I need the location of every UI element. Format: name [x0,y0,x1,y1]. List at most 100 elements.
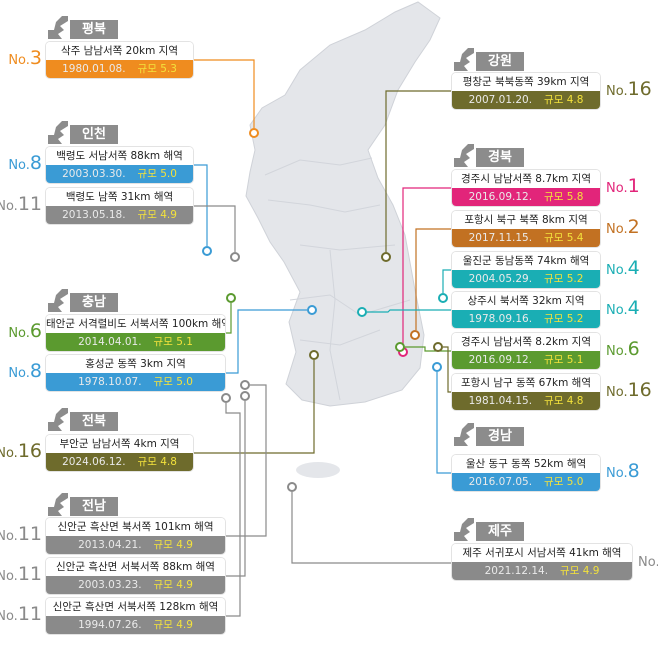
region-name: 경남 [476,427,524,446]
epicenter-marker [240,391,250,401]
jeju-island [296,462,340,478]
earthquake-crack-icon [48,408,68,431]
leader-line [415,228,452,330]
rank-number: 8 [29,152,42,174]
earthquake-crack-icon [48,121,68,144]
quake-date: 2016.07.05. [468,476,533,488]
rank-label: No.11 [0,564,42,587]
leader-line [225,303,232,334]
earthquake-card: 상주시 북서쪽 32km 지역 1978.09.16. 규모 5.2 [452,292,600,328]
rank-label: No.11 [0,604,42,627]
earthquake-card: 신안군 흑산면 서북서쪽 128km 해역 1994.07.26. 규모 4.9 [46,598,225,634]
earthquake-card: 부안군 남남서쪽 4km 지역 2024.06.12. 규모 4.8 [46,435,193,471]
region-name: 제주 [476,522,524,541]
rank-number: 8 [627,460,640,482]
region-name: 강원 [476,52,524,71]
earthquake-crack-icon [48,16,68,39]
rank-number: 11 [17,193,42,215]
quake-date: 2003.03.23. [78,579,142,591]
region-header-2: 충남 [46,289,118,312]
epicenter-marker [433,342,443,352]
date-magnitude-bar: 1980.01.08. 규모 5.3 [46,60,193,78]
region-header-8: 제주 [452,518,524,541]
quake-magnitude: 규모 4.8 [544,395,584,407]
date-magnitude-bar: 2007.01.20. 규모 4.8 [452,91,600,109]
date-magnitude-bar: 2014.04.01. 규모 5.1 [46,333,225,351]
epicenter-marker [438,293,448,303]
epicenter-marker [230,252,240,262]
epicenter-marker [432,362,442,372]
region-header-4: 전남 [46,493,118,516]
rank-prefix: No. [606,385,628,400]
leader-line [225,309,307,374]
leader-line [193,360,315,454]
rank-prefix: No. [606,303,628,318]
date-magnitude-bar: 2024.06.12. 규모 4.8 [46,453,193,471]
rank-prefix: No. [606,344,628,359]
leader-line [385,90,452,252]
quake-magnitude: 규모 5.0 [153,376,193,388]
quake-magnitude: 규모 4.9 [153,539,193,551]
epicenter-location: 백령도 남쪽 31km 해역 [46,188,193,206]
quake-date: 2016.09.12. [468,354,533,366]
rank-number: 16 [627,379,652,401]
epicenter-location: 홍성군 동쪽 3km 지역 [46,355,225,373]
earthquake-card: 신안군 흑산면 서북서쪽 88km 해역 2003.03.23. 규모 4.9 [46,558,225,594]
earthquake-card: 울산 동구 동쪽 52km 해역 2016.07.05. 규모 5.0 [452,455,600,491]
epicenter-location: 제주 서귀포시 서남서쪽 41km 해역 [452,544,632,562]
rank-prefix: No. [606,84,628,99]
date-magnitude-bar: 2016.07.05. 규모 5.0 [452,473,600,491]
epicenter-location: 울진군 동남동쪽 74km 해역 [452,252,600,270]
rank-label: No.11 [0,194,42,217]
quake-magnitude: 규모 4.9 [153,619,193,631]
rank-prefix: No. [0,446,18,461]
rank-prefix: No. [606,222,628,237]
region-name: 전남 [70,497,118,516]
region-header-1: 인천 [46,121,118,144]
region-header-3: 전북 [46,408,118,431]
epicenter-marker [307,305,317,315]
rank-label: No.16 [606,380,652,403]
earthquake-card: 홍성군 동쪽 3km 지역 1978.10.07. 규모 5.0 [46,355,225,391]
earthquake-crack-icon [454,48,474,71]
date-magnitude-bar: 2017.11.15. 규모 5.4 [452,229,600,247]
epicenter-location: 신안군 흑산면 서북서쪽 128km 해역 [46,598,225,616]
quake-magnitude: 규모 5.1 [153,336,193,348]
leader-line [193,164,208,246]
epicenter-marker [395,342,405,352]
quake-date: 2013.04.21. [78,539,142,551]
rank-label: No.2 [606,217,640,240]
region-name: 경북 [476,148,524,167]
quake-magnitude: 규모 4.9 [153,579,193,591]
leader-line [402,187,452,347]
date-magnitude-bar: 1978.09.16. 규모 5.2 [452,310,600,328]
earthquake-card: 백령도 서남서쪽 88km 해역 2003.03.30. 규모 5.0 [46,147,193,183]
quake-date: 1978.09.16. [468,313,533,325]
quake-magnitude: 규모 5.0 [544,476,584,488]
leader-line [367,309,452,313]
rank-prefix: No. [8,158,30,173]
quake-date: 1981.04.15. [468,395,533,407]
rank-label: No.1 [606,176,640,199]
earthquake-crack-icon [454,518,474,541]
quake-date: 2007.01.20. [468,94,533,106]
region-name: 인천 [70,125,118,144]
rank-number: 11 [17,563,42,585]
quake-date: 2016.09.12. [468,191,533,203]
leader-line [436,372,452,474]
earthquake-card: 울진군 동남동쪽 74km 해역 2004.05.29. 규모 5.2 [452,252,600,288]
date-magnitude-bar: 2013.04.21. 규모 4.9 [46,536,225,554]
epicenter-marker [226,293,236,303]
rank-prefix: No. [0,529,18,544]
epicenter-location: 경주시 남남서쪽 8.7km 지역 [452,170,600,188]
quake-date: 2004.05.29. [468,273,533,285]
rank-label: No.6 [606,339,640,362]
rank-number: 6 [29,320,42,342]
quake-date: 2021.12.14. [484,565,549,577]
epicenter-location: 신안군 흑산면 서북서쪽 88km 해역 [46,558,225,576]
quake-date: 2017.11.15. [468,232,533,244]
rank-number: 3 [29,47,42,69]
rank-prefix: No. [8,53,30,68]
rank-prefix: No. [606,466,628,481]
rank-number: 4 [627,297,640,319]
